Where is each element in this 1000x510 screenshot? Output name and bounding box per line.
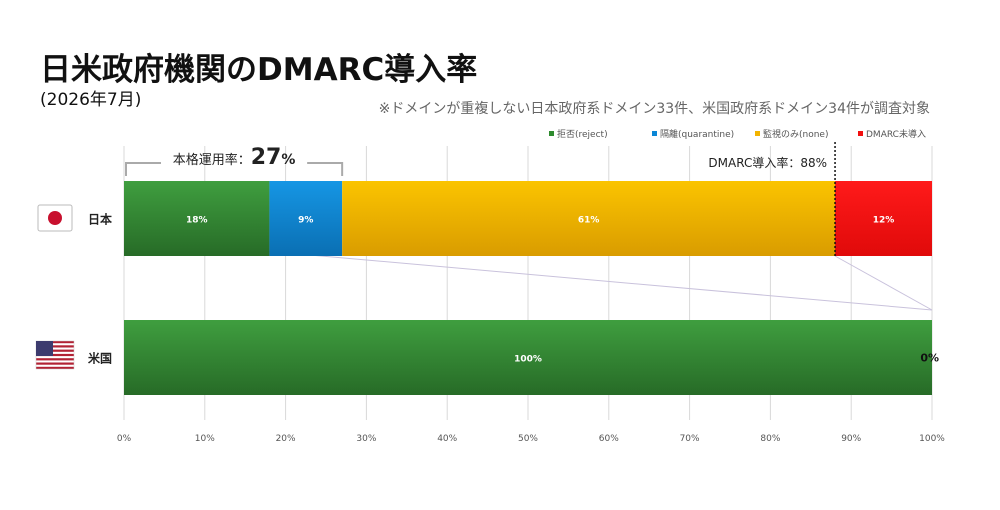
legend-label: 隔離(quarantine) (660, 130, 735, 140)
data-label: 18% (186, 216, 208, 226)
x-tick-label: 20% (276, 434, 296, 444)
us-flag-stripe (36, 362, 74, 365)
data-label: 0% (920, 352, 939, 365)
legend-label: 監視のみ(none) (763, 130, 829, 140)
x-tick-label: 80% (760, 434, 780, 444)
connector-line (834, 255, 933, 311)
us-flag-canton (36, 341, 53, 356)
us-flag-stripe (36, 341, 74, 344)
x-tick-label: 30% (356, 434, 376, 444)
data-label: 61% (578, 216, 600, 226)
japan-flag-sun (48, 211, 62, 225)
enforcement-rate-unit: % (281, 152, 295, 168)
bar-segment (124, 320, 932, 395)
us-flag-stripe (36, 366, 74, 369)
enforcement-rate-text: 本格運用率： (173, 152, 251, 168)
enforcement-bracket (125, 162, 344, 176)
us-flag-stripe (36, 353, 74, 357)
x-tick-label: 90% (841, 434, 861, 444)
data-label: 12% (873, 216, 895, 226)
bar-segment (835, 181, 932, 256)
data-label: 100% (514, 355, 542, 365)
enforcement-rate-label: 本格運用率：27% (173, 145, 296, 170)
japan-flag-icon (37, 204, 73, 232)
legend-label: DMARC未導入 (866, 130, 926, 140)
chart-legend: 拒否(reject) 隔離(quarantine) 監視のみ(none) DMARC未… (549, 127, 961, 140)
bar-segment (342, 181, 836, 256)
bar-segment (269, 181, 343, 256)
x-tick-label: 0% (117, 434, 132, 444)
legend-swatch (549, 131, 554, 136)
page-title: 日米政府機関のDMARC導入率 (40, 52, 478, 88)
bar-segment (124, 181, 270, 256)
us-flag-stripe (36, 358, 74, 361)
x-tick-label: 60% (599, 434, 619, 444)
x-tick-label: 50% (518, 434, 538, 444)
x-tick-label: 70% (680, 434, 700, 444)
us-flag-stripe (36, 345, 74, 348)
legend-label: 拒否(reject) (557, 130, 608, 140)
legend-swatch (858, 131, 863, 136)
us-flag-icon (35, 340, 75, 370)
enforcement-rate-value: 27 (251, 145, 282, 170)
x-tick-label: 40% (437, 434, 457, 444)
data-label: 9% (298, 216, 313, 226)
legend-swatch (652, 131, 657, 136)
connector-line (264, 250, 933, 311)
category-label: 米国 (88, 351, 112, 366)
legend-item: 監視のみ(none) (755, 127, 858, 140)
adoption-rate-label: DMARC導入率：88% (708, 155, 827, 170)
legend-item: 隔離(quarantine) (652, 127, 755, 140)
x-tick-label: 10% (195, 434, 215, 444)
category-label: 日本 (88, 212, 112, 227)
us-flag-stripe (36, 349, 74, 352)
legend-swatch (755, 131, 760, 136)
legend-item: 拒否(reject) (549, 127, 652, 140)
legend-item: DMARC未導入 (858, 127, 961, 140)
page-subtitle: (2026年7月) (40, 90, 142, 110)
x-tick-label: 100% (919, 434, 945, 444)
survey-note: ※ドメインが重複しない日本政府系ドメイン33件、米国政府系ドメイン34件が調査対… (378, 101, 930, 117)
